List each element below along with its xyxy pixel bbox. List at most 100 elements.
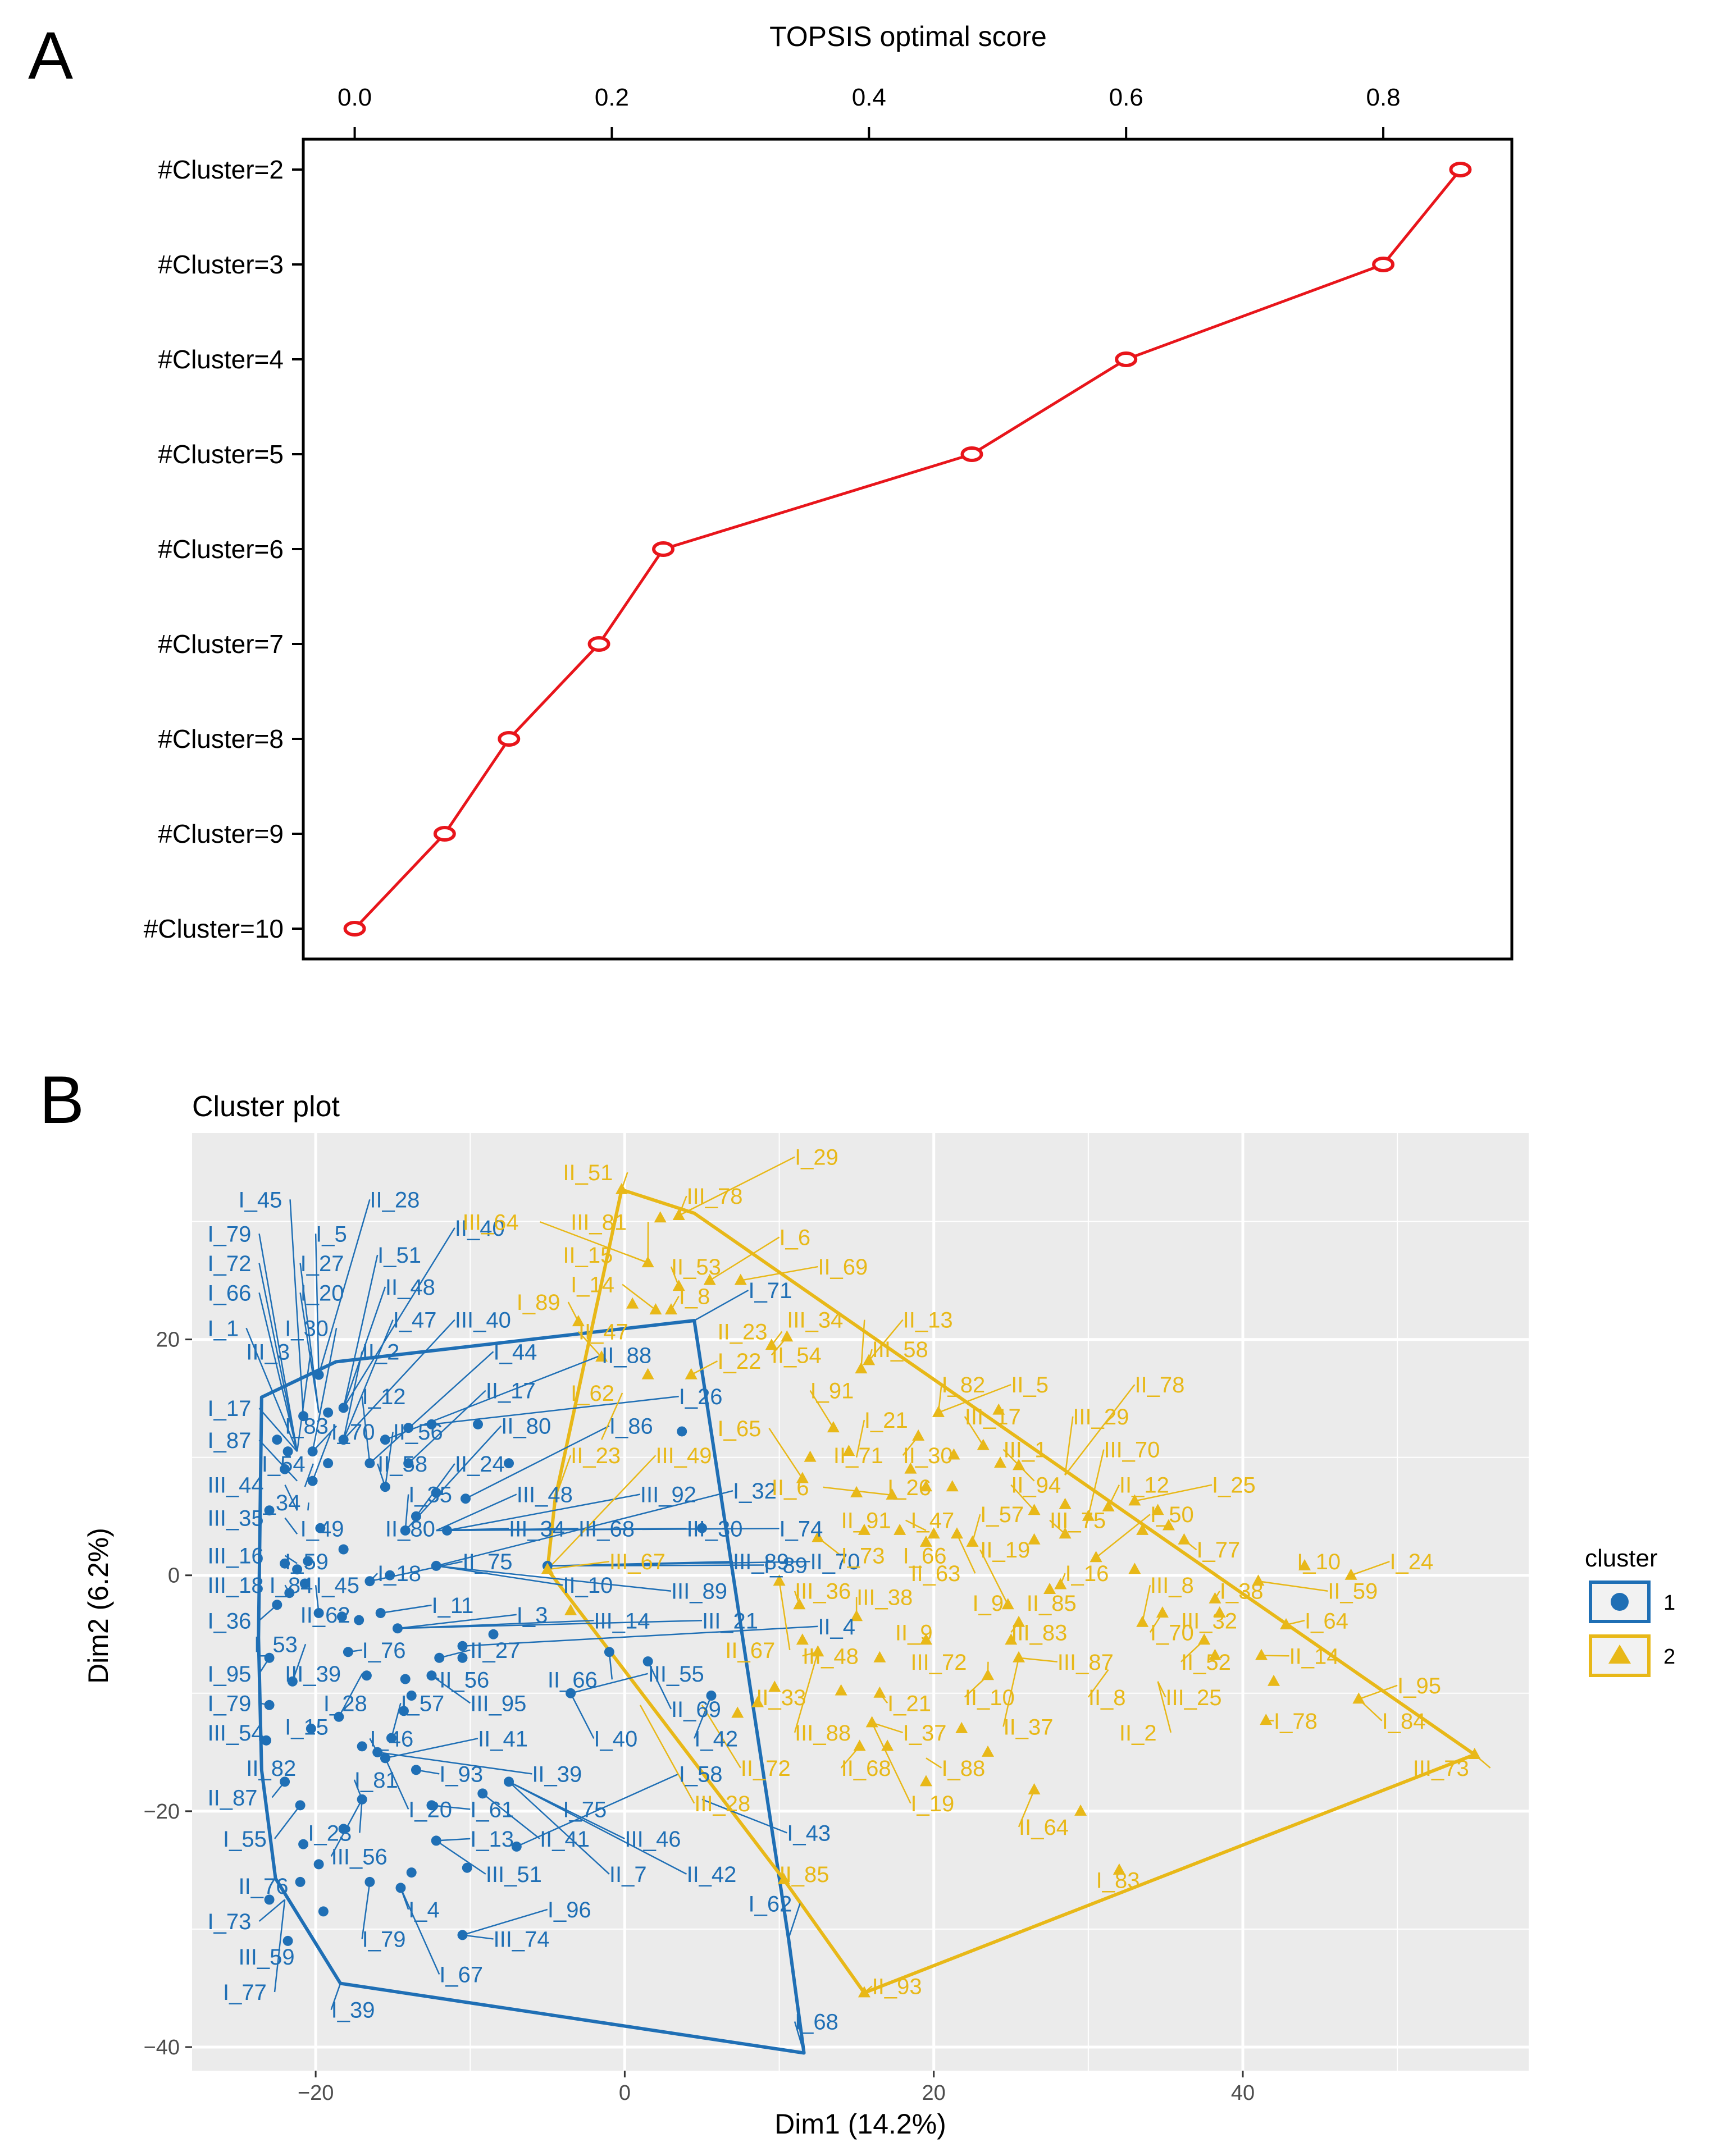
cluster-1-point (504, 1458, 514, 1469)
label-leader-line (284, 1484, 298, 1511)
panel-a-x-tick-label: 0.4 (852, 84, 886, 111)
cluster-1-point (457, 1930, 468, 1940)
cluster-2-point (731, 1706, 744, 1718)
label-leader-line (926, 1757, 942, 1769)
cluster-1-point (303, 1556, 313, 1566)
cluster-2-point (595, 1350, 608, 1362)
cluster-2-point (703, 1273, 716, 1285)
point-label: III_73 (1413, 1756, 1469, 1781)
point-label: I_25 (1212, 1473, 1256, 1498)
panel-a-category-label: #Cluster=3 (158, 250, 284, 279)
point-label: I_62 (571, 1381, 614, 1406)
cluster-2-point (1151, 1504, 1164, 1515)
cluster-1-point (380, 1435, 390, 1445)
label-leader-line (482, 1793, 540, 1839)
point-label: III_72 (910, 1650, 967, 1675)
label-leader-line (296, 1351, 312, 1452)
panel-b-letter: B (39, 1062, 84, 1138)
point-label: III_34 (787, 1308, 843, 1333)
cluster-1-point (400, 1674, 411, 1684)
point-label: III_18 (208, 1573, 264, 1598)
panel-a-x-tick-label: 0.0 (338, 84, 372, 111)
cluster-1-point (461, 1493, 471, 1504)
panel-a: A TOPSIS optimal score 0.0 0.2 0.4 0.6 0.8 #… (28, 18, 1514, 961)
label-leader-line (855, 1419, 865, 1458)
label-leader-line (508, 1781, 610, 1875)
label-leader-line (860, 1319, 865, 1369)
panel-a-category-label: #Cluster=8 (158, 724, 284, 753)
point-label: III_3 (246, 1340, 290, 1364)
cluster-1-point (395, 1883, 406, 1893)
point-label: II_52 (1181, 1650, 1231, 1675)
label-leader-line (436, 1493, 517, 1532)
point-label: II_94 (1011, 1473, 1061, 1498)
point-label: II_59 (1328, 1579, 1378, 1604)
cluster-1-point (357, 1794, 367, 1805)
cluster-2-point (1162, 1519, 1175, 1531)
point-label: III_67 (609, 1550, 666, 1574)
panel-a-point (1115, 351, 1138, 367)
point-label: II_37 (1004, 1715, 1054, 1739)
cluster-2-point (932, 1405, 945, 1417)
point-label: III_29 (1073, 1405, 1129, 1429)
label-leader-line (938, 1383, 1011, 1414)
point-label: I_38 (1220, 1579, 1264, 1604)
cluster-1-point (406, 1691, 417, 1701)
point-label: I_50 (1150, 1502, 1194, 1527)
cluster-2-point (865, 1716, 878, 1728)
point-label: III_36 (795, 1579, 851, 1604)
cluster-2-point (1136, 1615, 1149, 1627)
cluster-2-point (881, 1739, 894, 1751)
panel-a-point (1449, 162, 1472, 177)
point-label: III_92 (640, 1482, 696, 1507)
point-label: I_81 (354, 1768, 398, 1793)
cluster-1-point (282, 1935, 293, 1946)
cluster-2-point (919, 1633, 932, 1645)
cluster-1-point (488, 1629, 499, 1639)
label-leader-line (245, 1327, 298, 1452)
point-label: III_32 (1181, 1609, 1237, 1633)
label-leader-line (404, 1425, 502, 1531)
cluster-2-point (672, 1209, 685, 1221)
cluster-2-point (572, 1315, 585, 1327)
point-label: II_53 (671, 1255, 721, 1280)
label-leader-line (1010, 1484, 1035, 1511)
label-leader-line (338, 1673, 363, 1718)
label-leader-line (694, 1289, 749, 1322)
cluster-2-point (1209, 1648, 1221, 1660)
legend-marker-2 (1608, 1645, 1631, 1664)
cluster-2-point (734, 1273, 747, 1285)
point-label: I_82 (941, 1373, 985, 1397)
panel-a-category-label: #Cluster=4 (158, 345, 284, 374)
point-label: III_64 (463, 1210, 519, 1235)
cluster-2-point (1198, 1633, 1211, 1645)
cluster-1-point (264, 1505, 275, 1516)
label-leader-line (1064, 1416, 1074, 1476)
cluster-2-point (685, 1368, 698, 1380)
point-label: II_24 (455, 1452, 505, 1477)
point-label: II_68 (841, 1756, 891, 1781)
label-leader-line (964, 1416, 984, 1446)
point-label: II_85 (1027, 1591, 1077, 1616)
point-label: III_95 (470, 1691, 526, 1716)
point-label: II_72 (741, 1756, 791, 1781)
cluster-2-point (966, 1535, 979, 1547)
point-label: II_23 (571, 1444, 621, 1468)
cluster-1-point (386, 1733, 396, 1743)
label-leader-line (508, 1781, 687, 1875)
cluster-2-point (853, 1739, 866, 1751)
point-label: II_7 (609, 1862, 647, 1887)
point-label: III_88 (795, 1721, 851, 1746)
point-label: II_54 (772, 1344, 822, 1368)
label-leader-line (361, 1881, 371, 1939)
point-label: II_82 (246, 1756, 296, 1781)
label-leader-line (370, 1561, 463, 1582)
label-leader-line (1141, 1584, 1151, 1623)
label-leader-line (1018, 1657, 1057, 1663)
point-label: II_76 (239, 1874, 289, 1899)
panel-a-x-tick-label: 0.6 (1109, 84, 1143, 111)
point-label: II_63 (910, 1561, 960, 1586)
label-leader-line (436, 1528, 780, 1532)
cluster-2-point (1043, 1582, 1056, 1594)
point-label: II_88 (601, 1344, 651, 1368)
